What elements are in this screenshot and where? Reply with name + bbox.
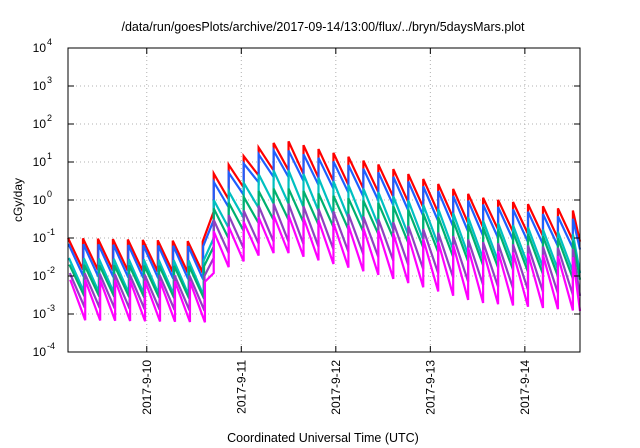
y-tick-exponent: 3 <box>47 75 52 85</box>
y-tick-label: 10 <box>33 193 47 207</box>
series-line <box>69 214 582 323</box>
x-tick-label: 2017-9-14 <box>518 360 532 415</box>
y-tick-label: 10 <box>33 79 47 93</box>
y-tick-label: 10 <box>33 307 47 321</box>
y-tick-exponent: 2 <box>47 113 52 123</box>
y-tick-exponent: 4 <box>47 37 52 47</box>
y-axis-label: cGy/day <box>11 178 25 222</box>
y-tick-label: 10 <box>33 155 47 169</box>
x-tick-label: 2017-9-13 <box>423 360 437 415</box>
y-tick-exponent: -1 <box>47 227 55 237</box>
series-layer <box>67 140 582 323</box>
y-tick-exponent: -3 <box>47 303 55 313</box>
x-axis-label: Coordinated Universal Time (UTC) <box>227 431 419 445</box>
y-tick-label: 10 <box>33 269 47 283</box>
x-tick-label: 2017-9-10 <box>140 360 154 415</box>
y-tick-label: 10 <box>33 117 47 131</box>
y-tick-exponent: 1 <box>47 151 52 161</box>
y-tick-label: 10 <box>33 345 47 359</box>
x-tick-label: 2017-9-12 <box>329 360 343 415</box>
y-tick-label: 10 <box>33 231 47 245</box>
y-tick-label: 10 <box>33 41 47 55</box>
y-tick-exponent: -2 <box>47 265 55 275</box>
y-tick-exponent: 0 <box>47 189 52 199</box>
chart-title: /data/run/goesPlots/archive/2017-09-14/1… <box>121 20 525 34</box>
y-tick-exponent: -4 <box>47 341 55 351</box>
x-tick-label: 2017-9-11 <box>234 360 248 414</box>
